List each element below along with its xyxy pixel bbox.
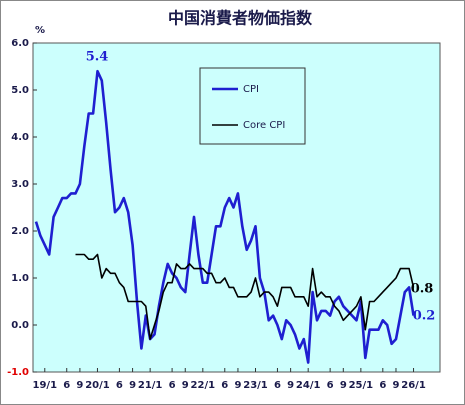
x-tick-label: 22/1 [191,380,216,391]
x-tick-label: 6 [221,380,228,391]
x-tick-label: 9 [392,380,399,391]
x-tick-label: 9 [76,380,83,391]
y-tick-label: -1.0 [7,367,29,378]
x-tick-label: 6 [327,380,334,391]
x-tick-label: 9 [234,380,241,391]
x-tick-label: 6 [169,380,176,391]
x-tick-label: 9 [340,380,347,391]
y-unit: % [35,25,45,36]
x-tick-label: 9 [182,380,189,391]
annotation: 0.8 [411,282,434,297]
annotation: 0.2 [413,309,436,324]
series-line [34,69,415,364]
annotation: 5.4 [86,50,109,65]
y-tick-label: 2.0 [11,226,29,237]
legend-box [199,67,306,145]
y-tick-label: 0.0 [11,320,29,331]
y-tick-label: 1.0 [11,273,29,284]
chart-title: 中国消費者物価指数 [168,9,313,28]
x-tick-label: 6 [116,380,123,391]
series-line [75,253,415,340]
y-tick-label: 5.0 [11,85,29,96]
y-tick-label: 4.0 [11,132,29,143]
x-tick-label: 9 [129,380,136,391]
legend-label: CPI [243,84,259,95]
x-tick-label: 6 [63,380,70,391]
x-tick-label: 25/1 [349,380,374,391]
legend-label: Core CPI [243,120,285,131]
y-tick-label: 6.0 [11,38,29,49]
x-tick-label: 26/1 [401,380,426,391]
x-tick-label: 21/1 [138,380,163,391]
x-tick-label: 19/1 [33,380,58,391]
x-tick-label: 6 [274,380,281,391]
x-tick-label: 20/1 [85,380,110,391]
x-tick-label: 9 [287,380,294,391]
y-tick-label: 3.0 [11,179,29,190]
x-tick-label: 24/1 [296,380,321,391]
x-tick-label: 23/1 [243,380,268,391]
x-tick-label: 6 [379,380,386,391]
